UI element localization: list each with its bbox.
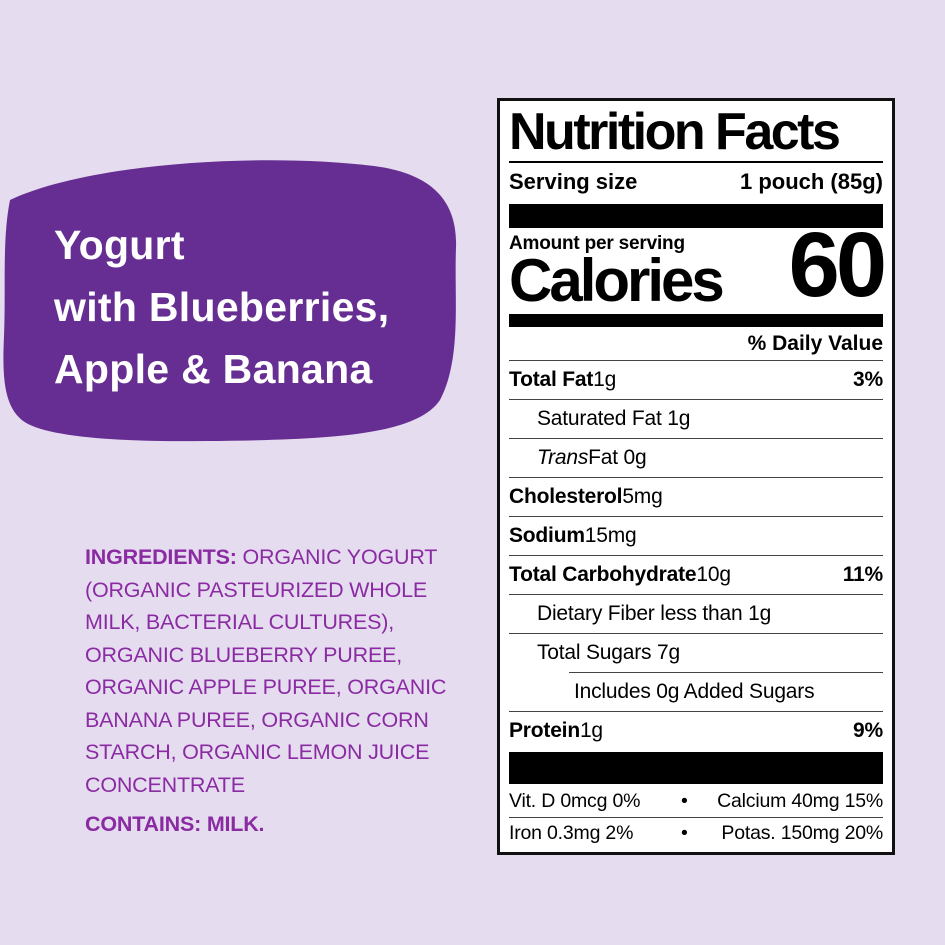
nutrient-amount: 15mg	[584, 524, 637, 547]
nutrient-row-trans-fat: Trans Fat 0g	[509, 438, 883, 477]
thick-divider-bar	[509, 752, 883, 784]
ingredients-line: (ORGANIC PASTEURIZED WHOLE	[85, 577, 428, 602]
nutrient-name-italic: Trans	[537, 446, 589, 469]
nutrient-row-total-sugars: Total Sugars 7g	[509, 633, 883, 672]
nutrient-row-sodium: Sodium 15mg	[509, 516, 883, 555]
nutrient-dv: 3%	[853, 368, 883, 391]
nutrient-amount: 1g	[579, 719, 603, 742]
micronutrient-row-2: Iron 0.3mg 2% • Potas. 150mg 20%	[509, 817, 883, 849]
nutrient-row-total-carbohydrate: Total Carbohydrate 10g 11%	[509, 555, 883, 594]
nutrient-name: Sodium	[509, 524, 585, 547]
ingredients-line: MILK, BACTERIAL CULTURES),	[85, 610, 394, 634]
nutrient-name: Total Carbohydrate	[509, 563, 697, 586]
micronutrient-left: Vit. D 0mcg 0%	[509, 790, 641, 812]
nutrient-row-protein: Protein 1g 9%	[509, 711, 883, 750]
nutrient-amount: Total Sugars 7g	[537, 641, 680, 664]
blob-path	[3, 160, 457, 442]
nutrient-dv: 11%	[842, 563, 883, 586]
amount-per-serving-label: Amount per serving	[509, 233, 685, 254]
ingredients-line: CONCENTRATE	[85, 772, 245, 797]
nutrient-amount: Saturated Fat 1g	[537, 407, 691, 430]
nutrient-row-saturated-fat: Saturated Fat 1g	[509, 399, 883, 438]
nutrient-row-added-sugars: Includes 0g Added Sugars	[569, 672, 883, 711]
serving-size-value: 1 pouch (85g)	[739, 169, 883, 194]
nutrition-facts-panel: Nutrition Facts Serving size 1 pouch (85…	[497, 98, 895, 855]
serving-size-label: Serving size	[509, 169, 638, 194]
calories-value: 60	[788, 214, 887, 316]
micronutrient-right: Calcium 40mg 15%	[717, 790, 883, 812]
nutrient-row-total-fat: Total Fat 1g 3%	[509, 360, 883, 399]
thick-divider-bar	[509, 314, 883, 327]
nutrition-facts-title: Nutrition Facts	[509, 105, 883, 163]
ingredients-line: BANANA PUREE, ORGANIC CORN	[85, 707, 429, 732]
daily-value-header: % Daily Value	[747, 332, 883, 355]
purple-blob-shape	[3, 160, 457, 442]
product-title-line-1: Yogurt	[54, 222, 185, 268]
ingredients-line: ORGANIC APPLE PUREE, ORGANIC	[85, 675, 447, 699]
ingredients-line: STARCH, ORGANIC LEMON JUICE	[85, 740, 430, 764]
nutrient-dv: 9%	[853, 719, 883, 742]
nutrient-name: Protein	[509, 719, 580, 742]
nutrient-amount: Dietary Fiber less than 1g	[537, 602, 772, 625]
nutrient-amount: Includes 0g Added Sugars	[574, 680, 815, 703]
product-title-line-2: with Blueberries,	[54, 284, 390, 330]
contains-statement: CONTAINS: MILK.	[85, 812, 265, 836]
nutrient-amount: Fat 0g	[588, 446, 647, 469]
nutrient-row-cholesterol: Cholesterol 5mg	[509, 477, 883, 516]
bullet-separator: •	[681, 790, 688, 812]
ingredients-block: INGREDIENTS: ORGANIC YOGURT (ORGANIC PAS…	[85, 541, 475, 841]
thick-divider-bar	[509, 204, 883, 228]
calories-row: Calories 60	[509, 219, 887, 314]
nutrient-row-dietary-fiber: Dietary Fiber less than 1g	[509, 594, 883, 633]
product-title-line-3: Apple & Banana	[54, 346, 373, 392]
micronutrient-row-1: Vit. D 0mcg 0% • Calcium 40mg 15%	[509, 786, 883, 817]
product-title: Yogurt with Blueberries, Apple & Banana	[54, 214, 389, 400]
nutrient-name: Total Fat	[509, 368, 594, 391]
micronutrients-footer: Vit. D 0mcg 0% • Calcium 40mg 15% Iron 0…	[509, 786, 883, 849]
ingredients-line: INGREDIENTS: ORGANIC YOGURT	[85, 541, 475, 574]
nutrient-name: Cholesterol	[509, 485, 623, 508]
nutrient-amount: 5mg	[622, 485, 663, 508]
ingredients-line-rest: ORGANIC YOGURT	[242, 545, 438, 569]
micronutrient-right: Potas. 150mg 20%	[721, 822, 883, 844]
bullet-separator: •	[681, 822, 688, 844]
serving-size-row: Serving size 1 pouch (85g)	[509, 163, 883, 204]
ingredients-line: ORGANIC BLUEBERRY PUREE,	[85, 642, 402, 667]
micronutrient-left: Iron 0.3mg 2%	[509, 822, 634, 844]
calories-label: Calories	[509, 247, 725, 314]
nutrient-amount: 1g	[593, 368, 617, 391]
nutrient-amount: 10g	[696, 563, 731, 586]
ingredients-label: INGREDIENTS:	[85, 545, 237, 569]
